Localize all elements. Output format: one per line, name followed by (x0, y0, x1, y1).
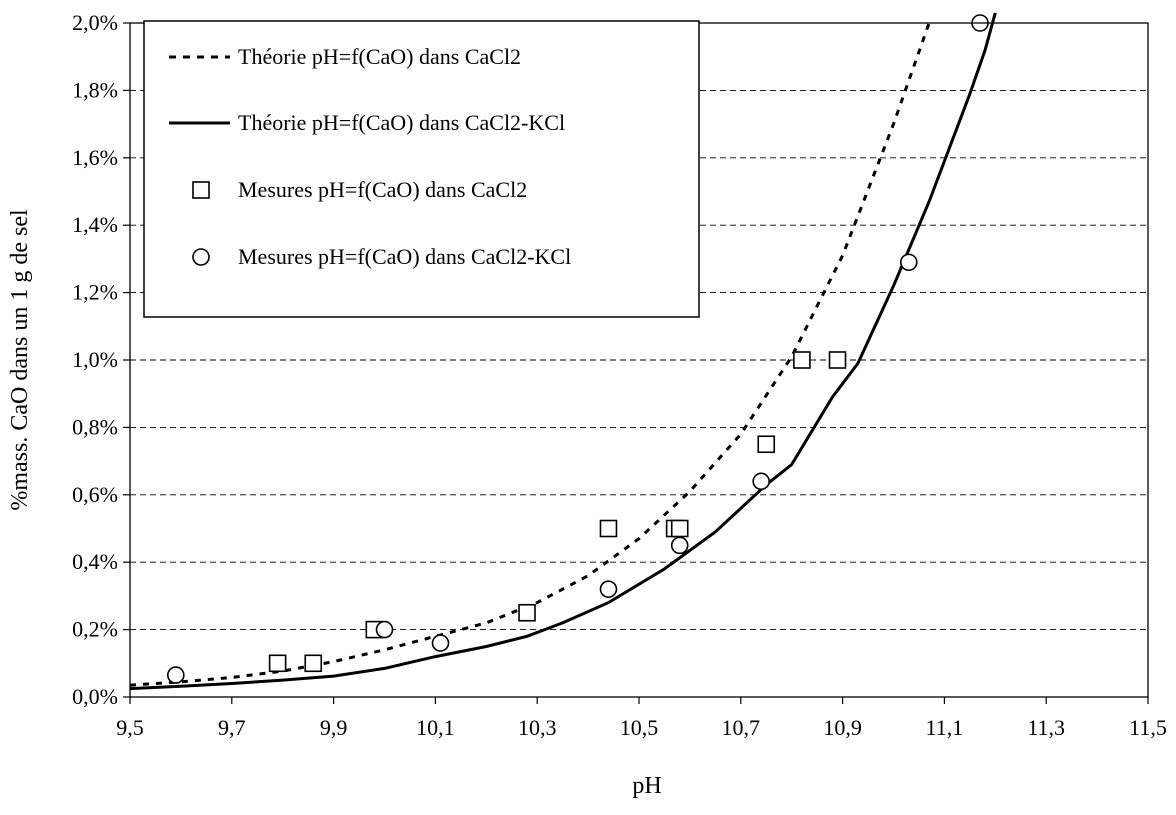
legend-label: Mesures pH=f(CaO) dans CaCl2 (238, 177, 527, 202)
x-tick-label: 10,1 (416, 715, 455, 740)
data-point-circle (752, 472, 770, 491)
y-tick-label: 2,0% (72, 10, 118, 35)
x-tick-label: 10,5 (620, 715, 659, 740)
legend-layer: Théorie pH=f(CaO) dans CaCl2 Théorie pH=f… (143, 20, 700, 318)
data-point-square (828, 351, 847, 369)
data-point-square (304, 654, 323, 673)
series-line-theory-cacl2 (129, 22, 931, 687)
x-tick-label: 11,3 (1027, 715, 1065, 740)
data-point-circle (375, 620, 394, 639)
legend-box (143, 20, 700, 318)
x-tick-label: 10,7 (722, 715, 761, 740)
y-tick-label: 0,2% (72, 617, 118, 642)
legend-label: Théorie pH=f(CaO) dans CaCl2 (238, 44, 521, 69)
y-axis-title: %mass. CaO dans un 1 g de sel (7, 209, 33, 511)
data-point-circle (599, 580, 618, 598)
y-tick-label: 1,2% (72, 280, 118, 305)
legend-label: Théorie pH=f(CaO) dans CaCl2-KCl (238, 110, 565, 135)
y-tick-label: 1,4% (72, 212, 118, 237)
legend-symbol-circle (192, 248, 210, 266)
axis-layer: 0,0% 0,2% 0,4% 0,6% 0,8% 1,0% 1,2% 1,4% 1,6% 1,8%… (72, 10, 1167, 740)
data-point-square (670, 519, 689, 538)
y-tick-label: 1,6% (72, 145, 118, 170)
data-point-square (599, 519, 618, 538)
series-layer (129, 12, 997, 691)
x-tick-label: 10,3 (518, 715, 557, 740)
data-point-circle (670, 536, 689, 555)
data-point-square (793, 351, 811, 369)
data-point-circle (899, 253, 918, 272)
x-axis-title: pH (632, 773, 661, 799)
data-point-square (757, 435, 776, 454)
x-tick-label: 11,1 (926, 715, 964, 740)
x-tick-label: 9,5 (116, 715, 144, 740)
data-point-square (268, 654, 287, 673)
series-line-theory-cacl2-kcl (129, 12, 997, 691)
legend-symbol-square (192, 181, 210, 199)
y-tick-label: 1,8% (72, 77, 118, 102)
y-tick-label: 0,0% (72, 684, 118, 709)
x-tick-label: 9,7 (218, 715, 246, 740)
y-tick-label: 0,8% (72, 414, 118, 439)
y-tick-label: 1,0% (72, 347, 118, 372)
x-tick-label: 11,5 (1129, 715, 1167, 740)
y-tick-label: 0,6% (72, 482, 118, 507)
data-point-circle (431, 634, 450, 652)
y-tick-label: 0,4% (72, 549, 118, 574)
x-tick-label: 9,9 (320, 715, 348, 740)
legend-label: Mesures pH=f(CaO) dans CaCl2-KCl (238, 244, 571, 269)
data-point-square (518, 603, 536, 622)
x-tick-label: 10,9 (823, 715, 862, 740)
data-point-circle (167, 666, 185, 684)
